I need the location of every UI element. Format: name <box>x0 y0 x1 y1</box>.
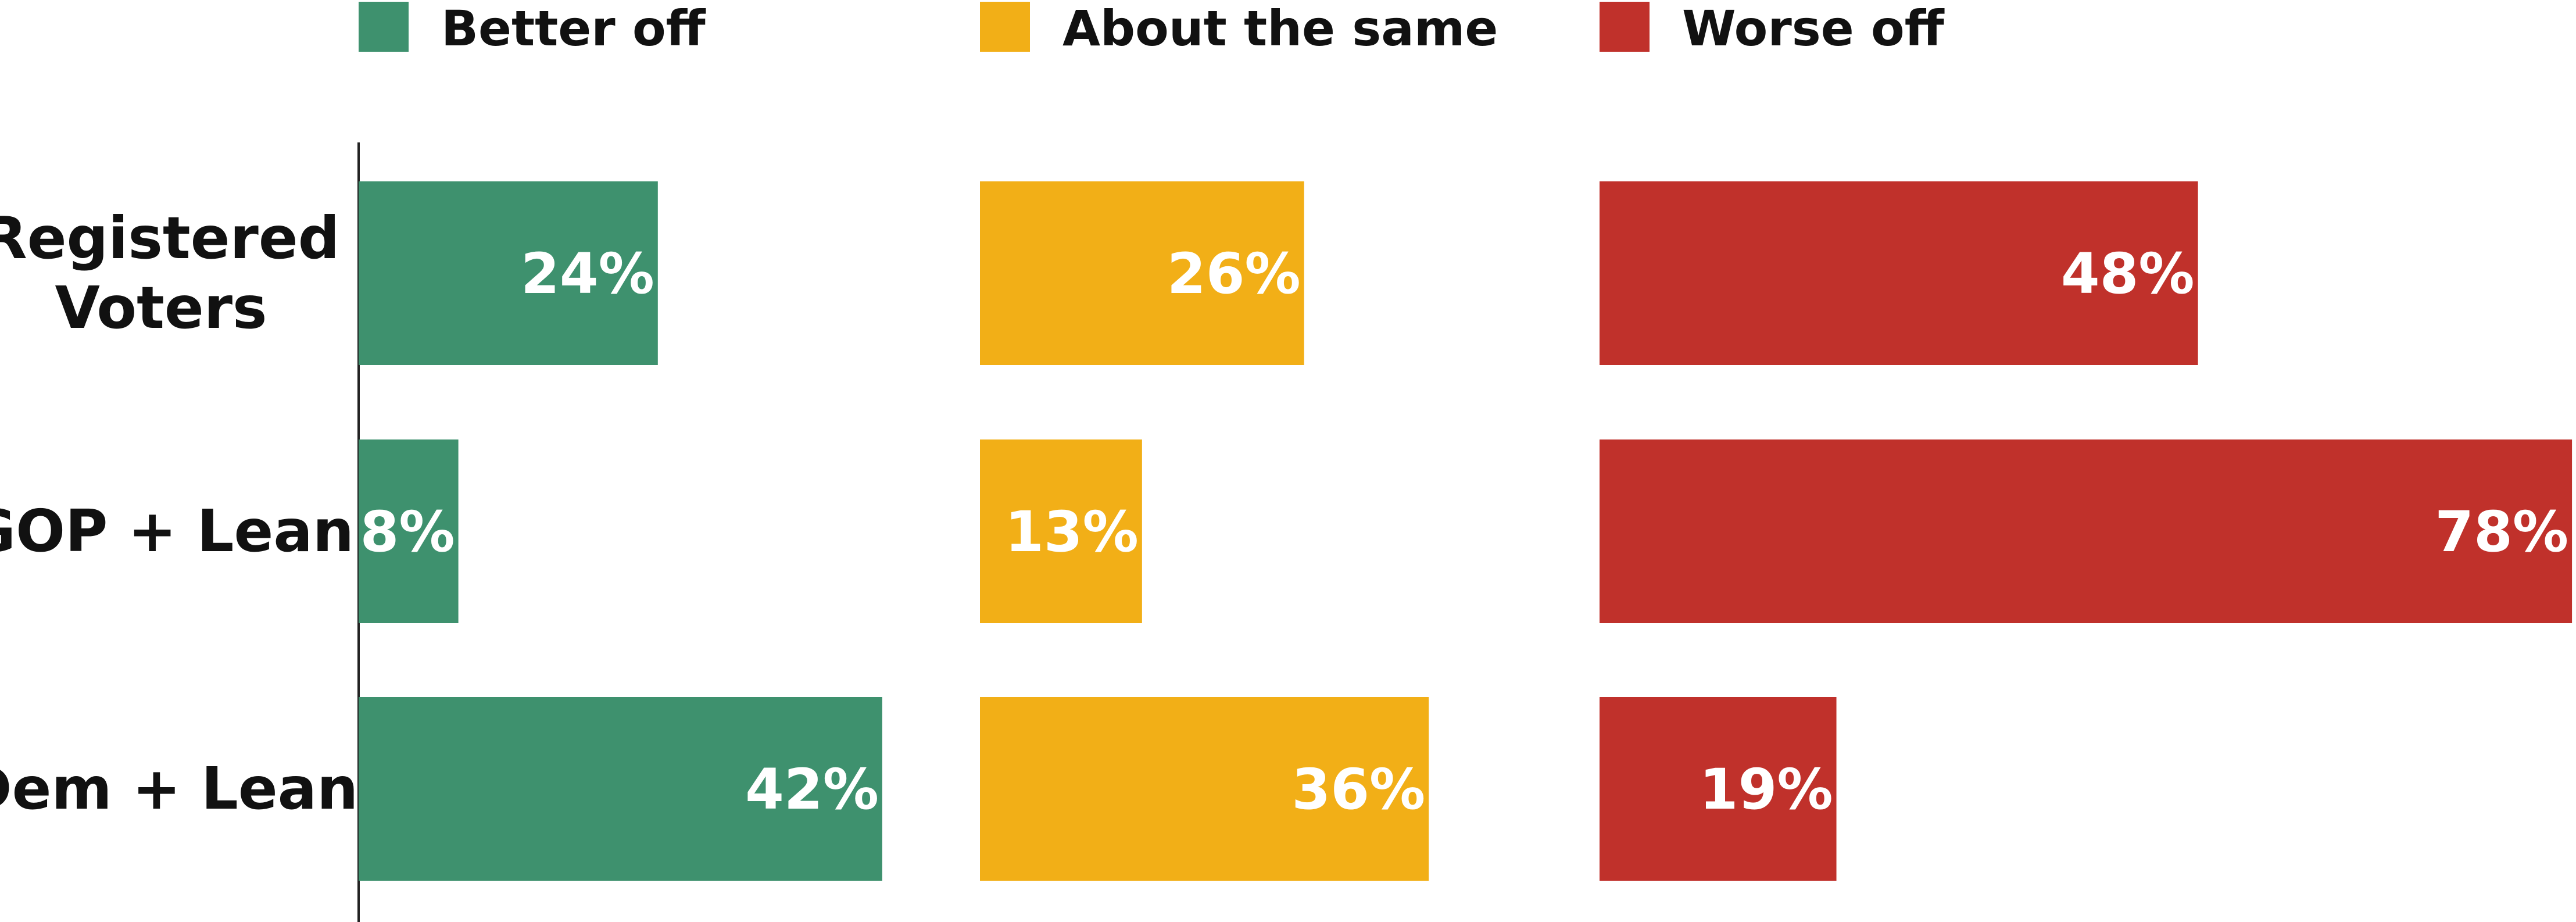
bar-about-the-same-gop-lean <box>980 439 1142 623</box>
bar-worse-off-registered-voters <box>1600 181 2198 365</box>
value-label-better-off-registered-voters: 24% <box>521 241 654 306</box>
legend-swatch-better-off <box>359 2 409 52</box>
bar-worse-off-gop-lean <box>1600 439 2573 623</box>
value-label-better-off-dem-lean: 42% <box>745 757 879 822</box>
bar-about-the-same-dem-lean <box>980 697 1429 881</box>
legend-swatch-about-the-same <box>980 2 1030 52</box>
legend: Better off About the same Worse off <box>359 0 1945 57</box>
legend-label-worse-off: Worse off <box>1682 0 1945 57</box>
row-label-registered-voters-line-1: Registered <box>0 204 339 272</box>
value-label-worse-off-gop-lean: 78% <box>2435 499 2568 564</box>
bar-worse-off-dem-lean <box>1600 697 1837 881</box>
value-label-better-off-gop-lean: 8% <box>360 499 455 564</box>
bar-better-off-registered-voters <box>359 181 658 365</box>
bar-about-the-same-registered-voters <box>980 181 1304 365</box>
value-label-worse-off-dem-lean: 19% <box>1700 757 1833 822</box>
value-label-about-the-same-registered-voters: 26% <box>1167 241 1301 306</box>
legend-label-about-the-same: About the same <box>1062 0 1498 57</box>
bar-better-off-dem-lean <box>359 697 882 881</box>
bars: 24% 8% 42% 26% 13% 36% 48% 78% 19% <box>359 181 2573 881</box>
bar-better-off-gop-lean <box>359 439 459 623</box>
legend-swatch-worse-off <box>1600 2 1650 52</box>
value-label-worse-off-registered-voters: 48% <box>2061 241 2195 306</box>
value-label-about-the-same-dem-lean: 36% <box>1291 757 1425 822</box>
row-label-gop-lean: GOP + Lean <box>0 497 354 565</box>
row-label-dem-lean: Dem + Lean <box>0 755 358 823</box>
value-label-about-the-same-gop-lean: 13% <box>1005 499 1139 564</box>
legend-label-better-off: Better off <box>441 0 706 57</box>
row-label-registered-voters-line-2: Voters <box>55 274 267 342</box>
